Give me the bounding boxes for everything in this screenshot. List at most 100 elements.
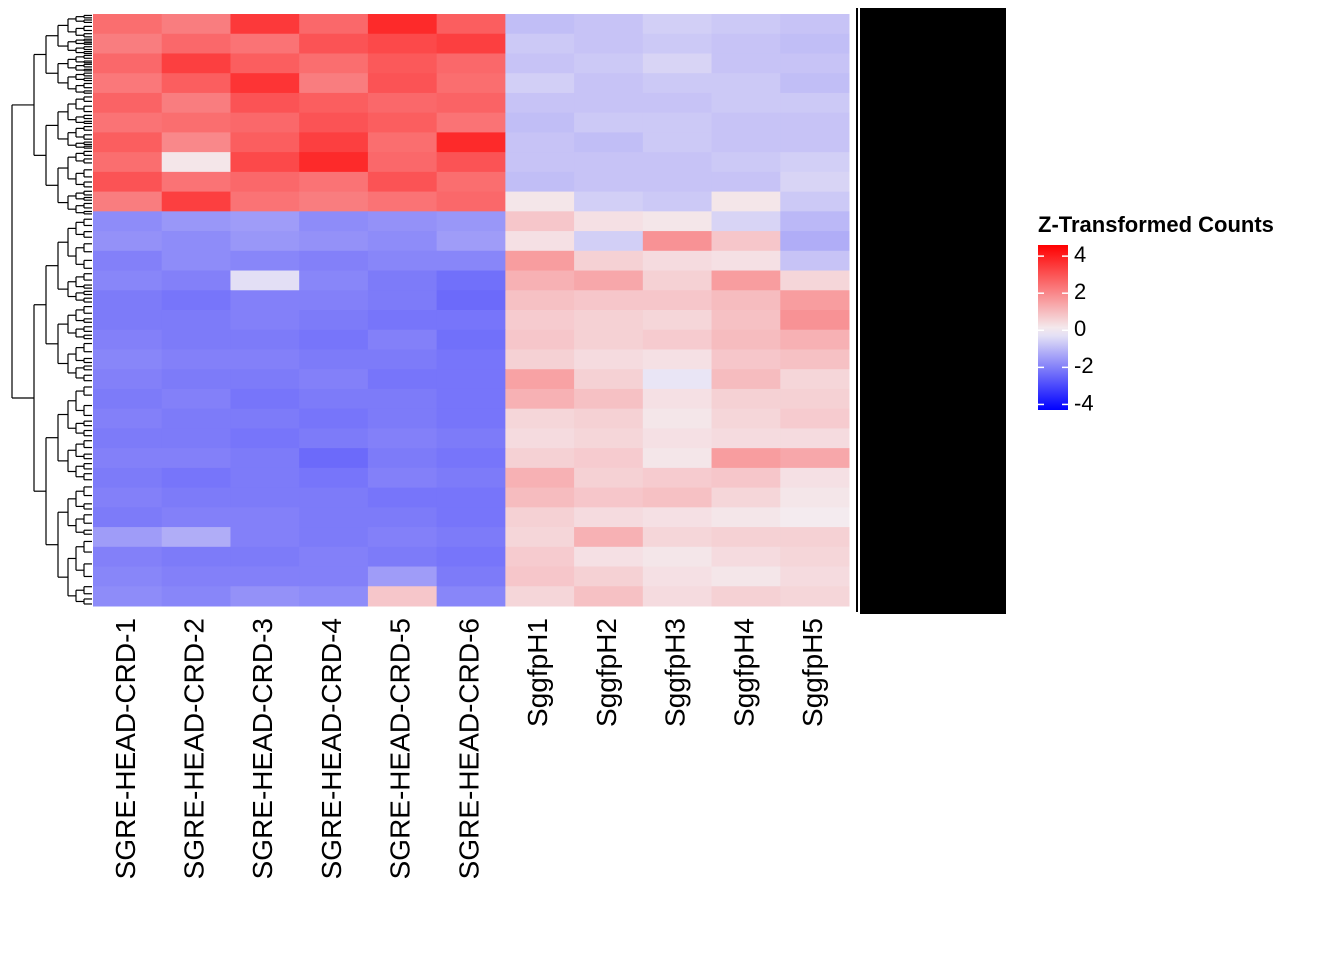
- heatmap-cell: [642, 132, 713, 153]
- heatmap-cell: [93, 467, 163, 489]
- heatmap-cell: [505, 33, 575, 54]
- heatmap-cell: [711, 507, 781, 528]
- heatmap-cell: [436, 250, 506, 272]
- heatmap-cell: [711, 546, 781, 568]
- heatmap-cell: [93, 33, 163, 54]
- heatmap-cell: [299, 388, 369, 410]
- heatmap-cell: [436, 171, 506, 193]
- heatmap-cell: [780, 487, 850, 508]
- heatmap-cell: [505, 310, 575, 331]
- heatmap-cell: [93, 53, 163, 74]
- heatmap-cell: [574, 53, 644, 74]
- heatmap-cell: [642, 467, 713, 489]
- heatmap-cell: [230, 191, 300, 212]
- heatmap-cell: [93, 92, 163, 114]
- heatmap-cell: [299, 507, 369, 528]
- heatmap-cell: [711, 231, 781, 252]
- heatmap-cell: [299, 369, 369, 390]
- heatmap-cell: [230, 329, 300, 350]
- heatmap-cell: [780, 53, 850, 74]
- column-label: SGRE-HEAD-CRD-5: [385, 618, 416, 879]
- heatmap-cell: [93, 231, 163, 252]
- heatmap-cell: [780, 290, 850, 311]
- heatmap-cell: [711, 14, 781, 35]
- heatmap-cell: [780, 546, 850, 568]
- heatmap-cell: [505, 448, 575, 469]
- heatmap-cell: [161, 53, 231, 74]
- heatmap-cell: [505, 171, 575, 193]
- heatmap-cell: [436, 527, 506, 548]
- heatmap-cell: [711, 586, 781, 607]
- heatmap-cell: [711, 250, 781, 272]
- heatmap-cell: [642, 191, 713, 212]
- heatmap-cell: [574, 369, 644, 390]
- heatmap-cell: [711, 329, 781, 350]
- heatmap-cell: [367, 448, 438, 469]
- heatmap-cell: [574, 211, 644, 232]
- heatmap-cell: [642, 92, 713, 114]
- heatmap-cell: [574, 152, 644, 173]
- heatmap-cell: [711, 310, 781, 331]
- column-label: SGRE-HEAD-CRD-6: [453, 618, 484, 879]
- heatmap-cell: [642, 112, 713, 133]
- heatmap-cell: [299, 586, 369, 607]
- heatmap-cell: [436, 191, 506, 212]
- heatmap-cell: [299, 448, 369, 469]
- column-label: SGRE-HEAD-CRD-2: [178, 618, 209, 879]
- heatmap-cell: [161, 388, 231, 410]
- heatmap-cell: [161, 527, 231, 548]
- heatmap-cell: [367, 132, 438, 153]
- heatmap-cell: [711, 92, 781, 114]
- heatmap-cell: [93, 132, 163, 153]
- heatmap-cell: [230, 310, 300, 331]
- heatmap-cell: [161, 428, 231, 449]
- heatmap-cell: [505, 211, 575, 232]
- heatmap-cell: [505, 586, 575, 607]
- heatmap-cell: [299, 73, 369, 94]
- heatmap-cell: [505, 329, 575, 350]
- heatmap-cell: [367, 310, 438, 331]
- heatmap-cell: [642, 14, 713, 35]
- heatmap-cell: [780, 527, 850, 548]
- heatmap-cell: [574, 467, 644, 489]
- heatmap-cell: [505, 428, 575, 449]
- heatmap-cell: [230, 487, 300, 508]
- heatmap-cell: [299, 310, 369, 331]
- heatmap-cell: [93, 586, 163, 607]
- heatmap-cell: [230, 448, 300, 469]
- heatmap-cell: [299, 428, 369, 449]
- heatmap-cell: [505, 487, 575, 508]
- heatmap-cell: [642, 33, 713, 54]
- heatmap-cell: [161, 329, 231, 350]
- heatmap-cell: [230, 152, 300, 173]
- heatmap-cell: [505, 14, 575, 35]
- heatmap-cell: [161, 487, 231, 508]
- heatmap-cell: [711, 270, 781, 291]
- heatmap-cell: [93, 388, 163, 410]
- heatmap-cell: [642, 73, 713, 94]
- heatmap-cell: [161, 507, 231, 528]
- heatmap-cell: [299, 408, 369, 429]
- heatmap-cell: [574, 33, 644, 54]
- heatmap-cell: [299, 112, 369, 133]
- heatmap-cell: [505, 191, 575, 212]
- heatmap-cell: [299, 250, 369, 272]
- heatmap-cell: [93, 171, 163, 193]
- heatmap-cell: [574, 408, 644, 429]
- heatmap-cell: [711, 388, 781, 410]
- heatmap-cell: [574, 73, 644, 94]
- heatmap-cell: [299, 546, 369, 568]
- heatmap-cell: [574, 388, 644, 410]
- heatmap-cell: [642, 428, 713, 449]
- heatmap-cell: [299, 231, 369, 252]
- heatmap-cell: [711, 566, 781, 587]
- heatmap-cell: [436, 507, 506, 528]
- heatmap-cell: [230, 14, 300, 35]
- heatmap-cell: [505, 53, 575, 74]
- column-label: SggfpH3: [660, 618, 691, 727]
- heatmap-cell: [161, 33, 231, 54]
- heatmap-cell: [367, 33, 438, 54]
- heatmap-cell: [711, 132, 781, 153]
- colorbar-tick-label: -2: [1074, 353, 1094, 378]
- heatmap-cell: [436, 329, 506, 350]
